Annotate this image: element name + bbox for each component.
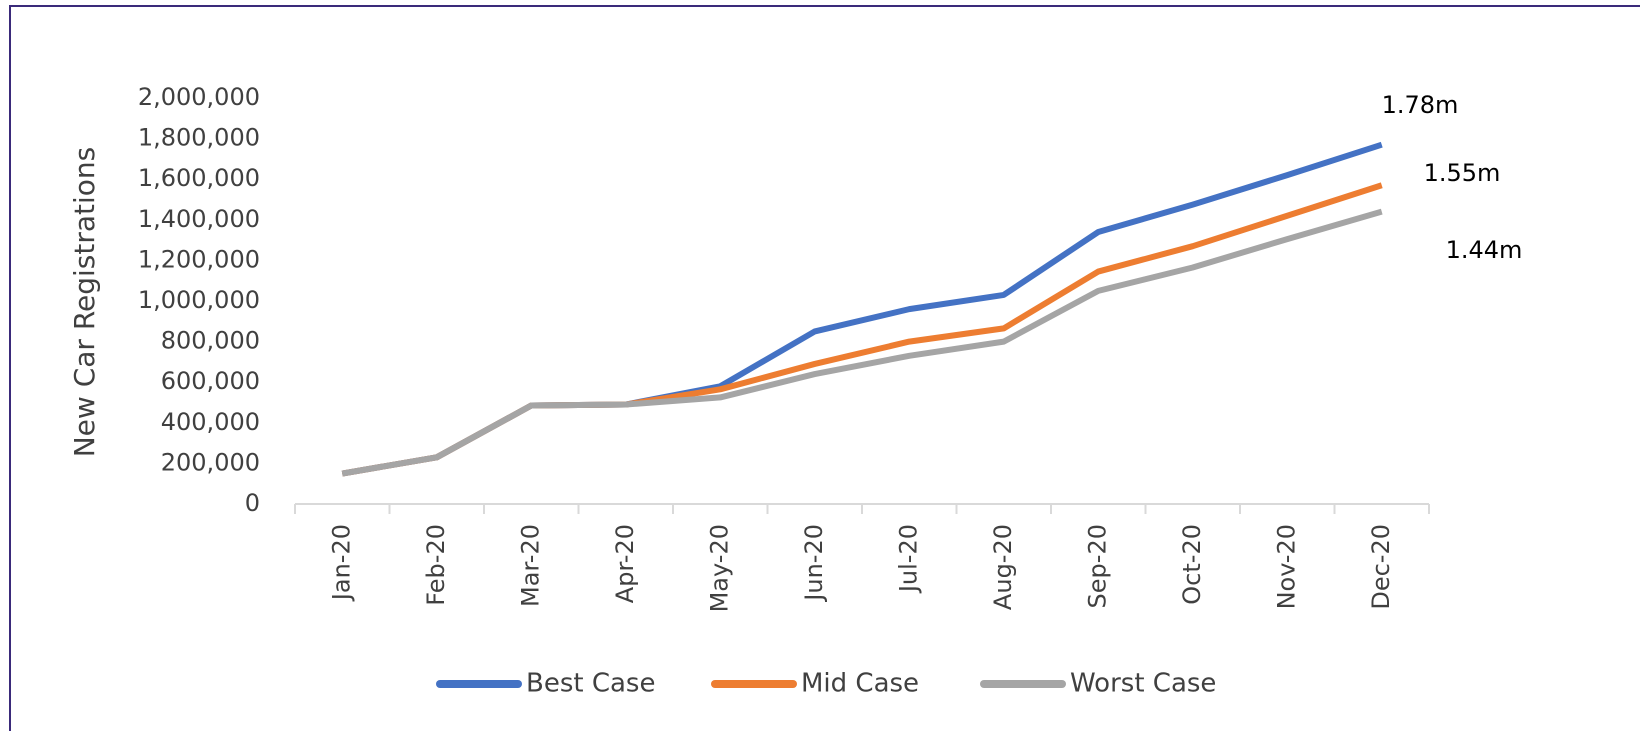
frame bbox=[9, 5, 1640, 731]
y-tick-label: 1,800,000 bbox=[138, 124, 260, 152]
y-axis-label: New Car Registrations bbox=[68, 147, 101, 458]
x-tick-label: Nov-20 bbox=[1272, 524, 1300, 609]
annotation: 1.44m bbox=[1446, 236, 1523, 264]
y-tick-label: 0 bbox=[245, 489, 260, 517]
x-tick-label: Apr-20 bbox=[611, 524, 639, 603]
x-tick-label: Aug-20 bbox=[989, 524, 1017, 610]
annotation: 1.78m bbox=[1382, 91, 1459, 119]
y-tick-label: 2,000,000 bbox=[138, 83, 260, 111]
x-tick-label: Jul-20 bbox=[894, 524, 922, 594]
legend-label: Best Case bbox=[526, 669, 655, 699]
y-tick-label: 1,200,000 bbox=[138, 245, 260, 273]
y-tick-label: 400,000 bbox=[161, 408, 260, 436]
y-tick-label: 600,000 bbox=[161, 367, 260, 395]
x-tick-label: Oct-20 bbox=[1178, 524, 1206, 605]
series-line bbox=[341, 208, 1383, 477]
y-tick-label: 1,000,000 bbox=[138, 286, 260, 314]
y-tick-label: 1,600,000 bbox=[138, 164, 260, 192]
y-tick-label: 800,000 bbox=[161, 327, 260, 355]
legend-label: Worst Case bbox=[1070, 669, 1216, 699]
x-tick-label: Feb-20 bbox=[422, 524, 450, 606]
x-tick-label: Mar-20 bbox=[516, 524, 544, 607]
y-tick-label: 200,000 bbox=[161, 448, 260, 476]
legend-label: Mid Case bbox=[801, 669, 919, 699]
x-tick-label: Jan-20 bbox=[327, 524, 355, 602]
x-tick-label: Jun-20 bbox=[800, 524, 828, 603]
annotation: 1.55m bbox=[1424, 159, 1501, 187]
x-tick-label: May-20 bbox=[705, 524, 733, 612]
x-tick-label: Dec-20 bbox=[1367, 524, 1395, 610]
x-tick-label: Sep-20 bbox=[1083, 524, 1111, 608]
y-tick-label: 1,400,000 bbox=[138, 205, 260, 233]
